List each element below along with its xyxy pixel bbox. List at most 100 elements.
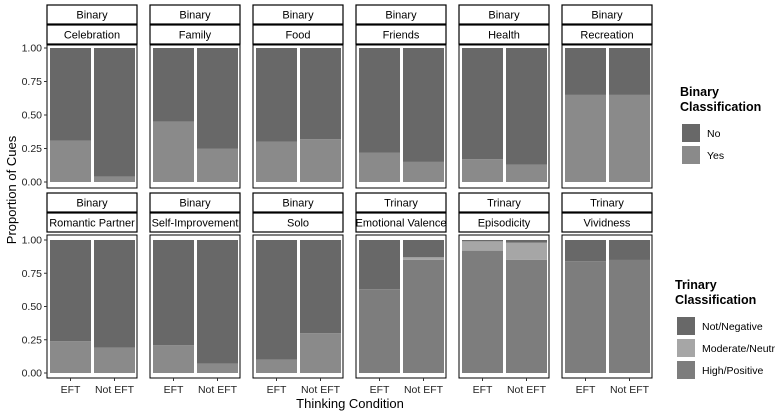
strip-type-label: Binary — [179, 10, 211, 22]
strip-cue-box — [458, 24, 550, 45]
bar-health-eft-yes — [462, 159, 503, 182]
y-tick-label: 0.00 — [22, 368, 43, 380]
bar-friends-eft-yes — [359, 152, 400, 182]
strip-type-label: Binary — [385, 10, 417, 22]
facet-panel-food: Binary Food — [252, 4, 344, 189]
bar-health-not-eft-yes — [506, 164, 547, 182]
bar-health-eft-no — [462, 48, 503, 160]
facet-panel-self-improvement: Binary Self-Improvement EFT Not EFT — [149, 192, 241, 396]
bar-romantic-partner-not-eft-no — [94, 240, 135, 348]
facet-panel-health: Binary Health — [458, 4, 550, 189]
bar-food-not-eft-no — [300, 48, 341, 140]
strip-type-label: Trinary — [384, 198, 418, 210]
strip-cue-box — [149, 212, 241, 233]
strip-type-label: Binary — [488, 10, 520, 22]
strip-type-label: Trinary — [487, 198, 521, 210]
x-tick-label: EFT — [576, 384, 596, 396]
strip-cue-label: Emotional Valence — [356, 218, 447, 230]
strip-type-box — [561, 4, 653, 25]
bar-friends-not-eft-no — [403, 48, 444, 162]
bar-solo-not-eft-no — [300, 240, 341, 334]
bar-family-eft-no — [153, 48, 194, 122]
strip-cue-label: Solo — [287, 218, 309, 230]
bar-celebration-eft-no — [50, 48, 91, 141]
strip-cue-label: Episodicity — [478, 218, 531, 230]
x-tick-label: Not EFT — [404, 384, 444, 396]
strip-type-box — [355, 192, 447, 213]
x-tick-label: EFT — [267, 384, 287, 396]
bar-health-not-eft-no — [506, 48, 547, 165]
strip-cue-box — [458, 212, 550, 233]
x-tick-label: Not EFT — [95, 384, 135, 396]
strip-cue-label: Family — [179, 30, 212, 42]
bar-solo-eft-no — [256, 240, 297, 360]
y-tick-label: 1.00 — [22, 43, 43, 55]
facet-panel-episodicity: Trinary Episodicity EFT Not EFT — [458, 192, 550, 396]
facet-panel-romantic-partner: Binary Romantic Partner EFT Not EFT 0.00 0.25… — [22, 192, 138, 396]
strip-type-label: Binary — [282, 10, 314, 22]
strip-type-box — [149, 4, 241, 25]
strip-type-box — [46, 192, 138, 213]
x-tick-label: Not EFT — [507, 384, 547, 396]
legend-label-not-negative: Not/Negative — [702, 321, 763, 333]
x-tick-label: Not EFT — [198, 384, 238, 396]
bar-family-not-eft-no — [197, 48, 238, 149]
strip-cue-label: Romantic Partner — [49, 218, 135, 230]
bar-self-improvement-eft-yes — [153, 345, 194, 373]
legend-key-not-negative — [677, 317, 695, 335]
x-axis-title: Thinking Condition — [296, 396, 404, 411]
bar-emotional-valence-not-eft-moderate-neutral — [403, 257, 444, 260]
strip-type-box — [46, 4, 138, 25]
facet-panel-friends: Binary Friends — [355, 4, 447, 189]
y-tick-label: 0.50 — [22, 301, 43, 313]
strip-type-box — [355, 4, 447, 25]
strip-cue-box — [46, 24, 138, 45]
bar-emotional-valence-not-eft-high-positive — [403, 259, 444, 373]
strip-type-label: Binary — [591, 10, 623, 22]
bar-vividness-eft-not-negative — [565, 240, 606, 262]
facet-panel-family: Binary Family — [149, 4, 241, 189]
bar-episodicity-eft-not-negative — [462, 240, 503, 242]
strip-type-box — [458, 192, 550, 213]
x-tick-label: EFT — [61, 384, 81, 396]
bar-episodicity-not-eft-moderate-neutral — [506, 242, 547, 260]
y-tick-label: 0.25 — [22, 334, 43, 346]
bar-episodicity-eft-high-positive — [462, 250, 503, 373]
bar-self-improvement-not-eft-yes — [197, 363, 238, 373]
legend-key-no — [682, 124, 700, 142]
strip-type-box — [561, 192, 653, 213]
legend-key-yes — [682, 146, 700, 164]
bar-friends-eft-no — [359, 48, 400, 153]
strip-cue-box — [355, 212, 447, 233]
strip-cue-box — [561, 24, 653, 45]
legend-label-high-positive: High/Positive — [702, 365, 763, 377]
bar-romantic-partner-eft-yes — [50, 341, 91, 373]
y-tick-label: 0.75 — [22, 268, 43, 280]
strip-cue-label: Recreation — [580, 30, 633, 42]
facet-panel-recreation: Binary Recreation — [561, 4, 653, 189]
legend-label-no: No — [707, 128, 721, 140]
legend-title-line: Classification — [680, 100, 761, 114]
bar-celebration-not-eft-no — [94, 48, 135, 177]
strip-cue-label: Self-Improvement — [152, 218, 239, 230]
bar-romantic-partner-eft-no — [50, 240, 91, 342]
bar-friends-not-eft-yes — [403, 161, 444, 182]
x-tick-label: Not EFT — [301, 384, 341, 396]
bar-family-eft-yes — [153, 121, 194, 182]
bar-family-not-eft-yes — [197, 148, 238, 182]
strip-cue-label: Vividness — [584, 218, 631, 230]
legend-key-moderate-neutral — [677, 339, 695, 357]
facet-panels: BinaryCelebration0.000.250.500.751.00Bin… — [22, 4, 653, 396]
strip-type-box — [149, 192, 241, 213]
bar-self-improvement-eft-no — [153, 240, 194, 346]
bar-episodicity-eft-moderate-neutral — [462, 241, 503, 251]
strip-type-box — [458, 4, 550, 25]
y-tick-label: 1.00 — [22, 235, 43, 247]
bar-food-eft-no — [256, 48, 297, 142]
y-tick-label: 0.75 — [22, 76, 43, 88]
bar-recreation-not-eft-yes — [609, 94, 650, 182]
bar-recreation-not-eft-no — [609, 48, 650, 95]
x-tick-label: EFT — [164, 384, 184, 396]
legend-title-line: Classification — [675, 293, 756, 307]
